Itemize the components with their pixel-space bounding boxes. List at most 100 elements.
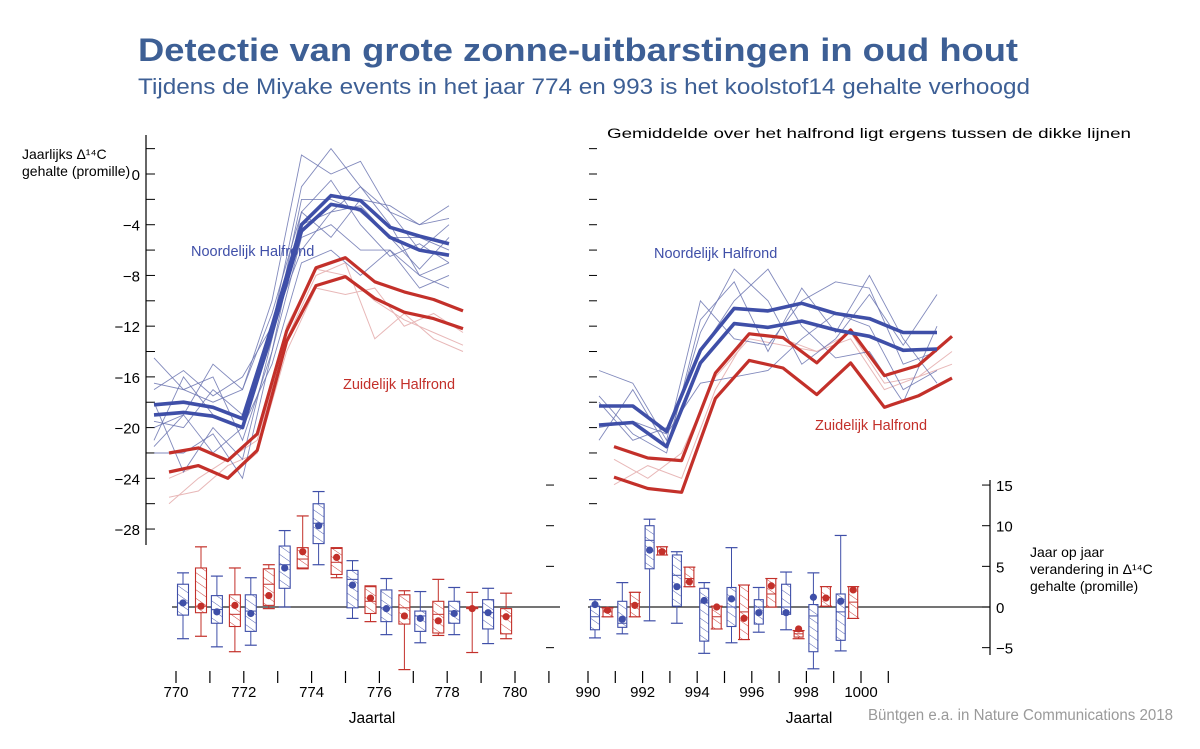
north-box-993 bbox=[670, 551, 683, 624]
south-box-773 bbox=[296, 515, 309, 570]
south-box-994 bbox=[710, 603, 723, 630]
north-box-774 bbox=[312, 490, 325, 566]
y-tick-label: −12 bbox=[115, 319, 140, 336]
mean-dot bbox=[740, 614, 748, 622]
y-tick-label: 10 bbox=[996, 519, 1013, 536]
x-tick-label: 772 bbox=[231, 684, 256, 701]
x-tick-label: 992 bbox=[630, 684, 655, 701]
right-annotation: Gemiddelde over het halfrond ligt ergens… bbox=[607, 126, 1131, 141]
box bbox=[617, 600, 628, 628]
mean-dot bbox=[299, 548, 307, 556]
mean-dot bbox=[795, 625, 803, 633]
north-label: Noordelijk Halfrond bbox=[191, 244, 314, 260]
north-box-777 bbox=[414, 590, 427, 644]
mean-dot bbox=[809, 593, 818, 601]
north-record-line bbox=[153, 147, 450, 397]
x-tick-label: 778 bbox=[435, 684, 460, 701]
north-bound-line bbox=[598, 319, 938, 449]
south-box-991 bbox=[628, 591, 641, 618]
north-record-line bbox=[598, 274, 938, 454]
y-tick-label: 0 bbox=[132, 167, 140, 184]
north-bound-line bbox=[599, 301, 937, 434]
mean-dot bbox=[591, 600, 599, 609]
x-tick-label: 1000 bbox=[844, 684, 877, 701]
y-tick-label: 5 bbox=[996, 559, 1004, 576]
north-record-line bbox=[153, 154, 450, 403]
x-axis-label: Jaartal bbox=[349, 710, 396, 727]
y-axis-label: gehalte (promille) bbox=[22, 163, 130, 179]
north-record-line bbox=[153, 198, 450, 473]
south-box-777 bbox=[432, 578, 445, 637]
y-tick-label: −24 bbox=[115, 471, 140, 488]
south-box-992 bbox=[656, 546, 669, 556]
box bbox=[699, 587, 710, 642]
box bbox=[808, 604, 819, 653]
y-tick-label: −16 bbox=[115, 370, 140, 387]
box bbox=[671, 554, 682, 607]
mean-dot bbox=[416, 614, 424, 622]
mean-dot bbox=[382, 605, 390, 613]
south-bound-line bbox=[168, 256, 464, 463]
south-box-995 bbox=[738, 584, 750, 641]
box bbox=[346, 569, 359, 609]
north-bound-line bbox=[153, 202, 450, 430]
mean-dot bbox=[631, 601, 639, 609]
mean-dot bbox=[603, 606, 612, 614]
mean-dot bbox=[400, 612, 408, 620]
y-tick-label: 0 bbox=[996, 600, 1004, 617]
mean-dot bbox=[837, 597, 845, 605]
y-axis-label: verandering in Δ¹⁴C bbox=[1030, 561, 1153, 577]
mean-dot bbox=[646, 546, 654, 554]
x-tick-label: 990 bbox=[575, 684, 600, 701]
south-box-771 bbox=[228, 567, 241, 653]
north-box-999 bbox=[834, 534, 847, 652]
south-box-996 bbox=[765, 577, 778, 608]
mean-dot bbox=[502, 613, 510, 621]
x-tick-label: 774 bbox=[299, 684, 324, 701]
mean-dot bbox=[727, 595, 736, 603]
north-box-771 bbox=[210, 575, 223, 648]
mean-dot bbox=[247, 609, 255, 618]
north-box-990 bbox=[589, 599, 601, 639]
north-box-778 bbox=[448, 586, 461, 636]
north-box-775 bbox=[346, 560, 359, 619]
x-tick-label: 998 bbox=[794, 684, 819, 701]
mean-dot bbox=[468, 605, 476, 613]
mean-dot bbox=[755, 609, 763, 617]
north-label: Noordelijk Halfrond bbox=[654, 246, 777, 262]
mean-dot bbox=[450, 609, 458, 618]
box bbox=[330, 547, 343, 576]
x-tick-label: 776 bbox=[367, 684, 392, 701]
south-box-776 bbox=[398, 590, 411, 671]
page-subtitle: Tijdens de Miyake events in het jaar 774… bbox=[138, 74, 1030, 99]
mean-dot bbox=[618, 615, 626, 623]
box bbox=[228, 594, 241, 628]
mean-dot bbox=[713, 603, 721, 611]
y-axis-label: gehalte (promille) bbox=[1030, 578, 1138, 594]
south-record-line bbox=[168, 262, 464, 505]
north-record-line bbox=[598, 268, 938, 448]
north-bound-line bbox=[153, 193, 450, 421]
north-record-line bbox=[598, 312, 938, 435]
x-tick-label: 994 bbox=[685, 684, 710, 701]
mean-dot bbox=[179, 599, 187, 607]
south-box-990 bbox=[601, 606, 614, 618]
north-box-776 bbox=[380, 577, 393, 636]
south-label: Zuidelijk Halfrond bbox=[815, 418, 927, 434]
box bbox=[194, 567, 208, 614]
box bbox=[835, 593, 846, 641]
y-tick-label: 15 bbox=[996, 478, 1013, 495]
mean-dot bbox=[213, 608, 221, 616]
north-box-995 bbox=[725, 547, 738, 644]
x-axis-label: Jaartal bbox=[786, 710, 833, 727]
mean-dot bbox=[673, 583, 681, 591]
box bbox=[766, 577, 777, 608]
mean-dot bbox=[658, 548, 666, 556]
north-box-772 bbox=[244, 577, 257, 646]
north-box-991 bbox=[616, 582, 629, 635]
mean-dot bbox=[366, 594, 375, 602]
south-bound-line bbox=[613, 358, 953, 494]
mean-dot bbox=[281, 564, 289, 572]
mean-dot bbox=[231, 601, 239, 609]
